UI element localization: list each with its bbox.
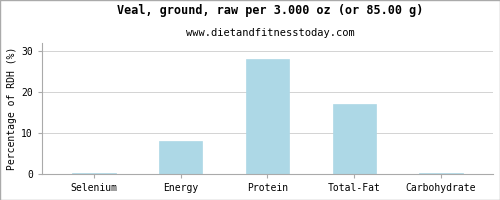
Bar — [72, 173, 116, 174]
Text: www.dietandfitnesstoday.com: www.dietandfitnesstoday.com — [186, 28, 354, 38]
Bar — [420, 173, 463, 174]
Text: Veal, ground, raw per 3.000 oz (or 85.00 g): Veal, ground, raw per 3.000 oz (or 85.00… — [117, 4, 423, 17]
Bar — [332, 104, 376, 174]
Bar — [159, 141, 202, 174]
Bar — [246, 59, 289, 174]
Y-axis label: Percentage of RDH (%): Percentage of RDH (%) — [7, 47, 17, 170]
